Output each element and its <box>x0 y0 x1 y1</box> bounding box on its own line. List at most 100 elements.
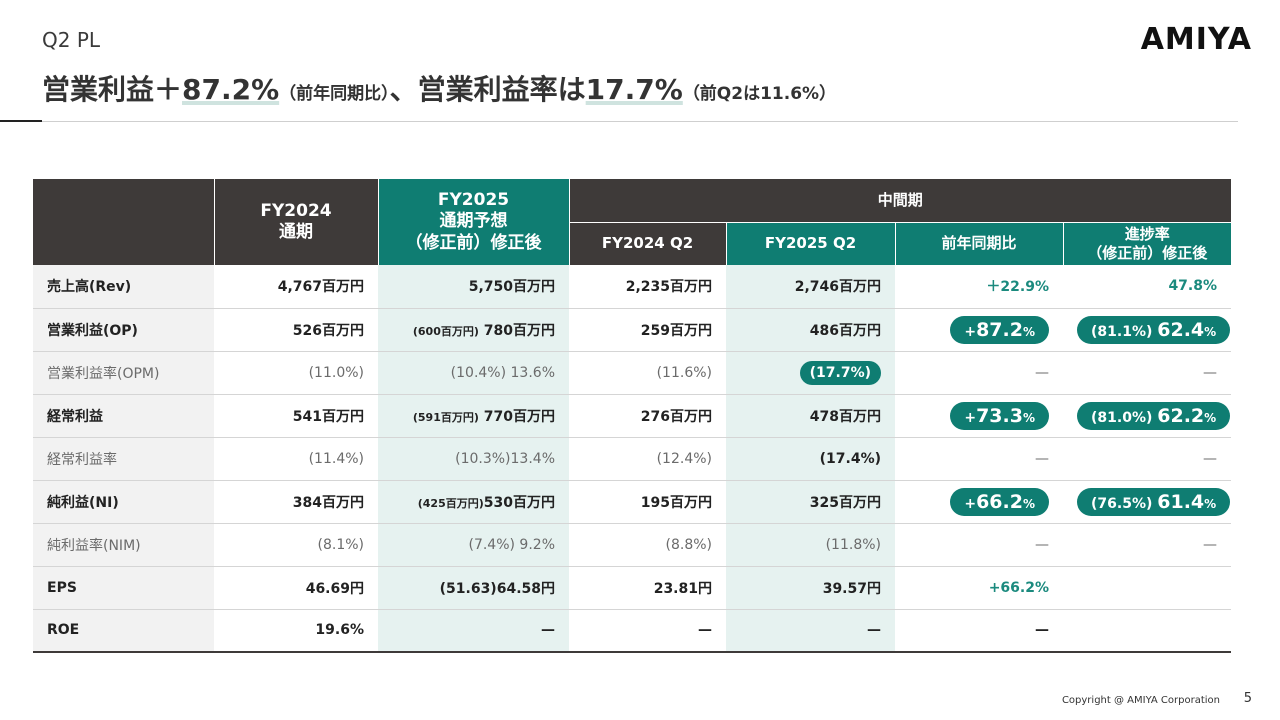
table-row-ordinary-rate: 経常利益率 (11.4%) (10.3%)13.4% (12.4%) (17.4… <box>33 437 1232 481</box>
cell-fy2024-q2: 195百万円 <box>569 480 726 524</box>
cell-fy2024-q2: (8.8%) <box>569 523 726 567</box>
title-rule <box>42 121 1238 122</box>
cell-fy2025: 5,750百万円 <box>378 265 569 309</box>
cell-fy2025-q2: 2,746百万円 <box>726 265 895 309</box>
table-row-ni: 純利益(NI) 384百万円 (425百万円)530百万円 195百万円 325… <box>33 480 1232 524</box>
header-corner <box>33 179 215 265</box>
cell-fy2024: 46.69円 <box>214 566 378 610</box>
fy2025-after-value: 770百万円 <box>483 408 555 425</box>
headline-opm: 17.7% <box>585 73 683 106</box>
cell-progress: — <box>1063 523 1232 567</box>
fy2025-before-value: (600百万円) <box>412 324 479 338</box>
table-row-revenue: 売上高(Rev) 4,767百万円 5,750百万円 2,235百万円 2,74… <box>33 265 1232 309</box>
cell-progress: (81.0%) 62.2% <box>1063 394 1232 438</box>
cell-progress: — <box>1063 437 1232 481</box>
fy2025-after-value: 530百万円 <box>483 494 555 511</box>
yoy-highlight-badge: +87.2% <box>950 315 1049 344</box>
header-fy2024-q2: FY2024 Q2 <box>569 222 727 265</box>
cell-yoy: ＋22.9% <box>895 265 1063 309</box>
title-rule-accent <box>0 120 42 122</box>
cell-progress: — <box>1063 351 1232 395</box>
row-label: 営業利益率(OPM) <box>33 351 214 395</box>
cell-fy2025: (51.63)64.58円 <box>378 566 569 610</box>
header-interim: 中間期 <box>569 179 1232 223</box>
table-row-op: 営業利益(OP) 526百万円 (600百万円) 780百万円 259百万円 4… <box>33 308 1232 352</box>
table-row-nim: 純利益率(NIM) (8.1%) (7.4%) 9.2% (8.8%) (11.… <box>33 523 1232 567</box>
cell-progress: (76.5%) 61.4% <box>1063 480 1232 524</box>
cell-fy2025-q2: 478百万円 <box>726 394 895 438</box>
cell-progress: 47.8% <box>1063 265 1232 309</box>
cell-yoy: — <box>895 523 1063 567</box>
cell-fy2025-q2: — <box>726 609 895 653</box>
cell-yoy: — <box>895 609 1063 653</box>
cell-progress <box>1063 566 1232 610</box>
header-fy2025-q2: FY2025 Q2 <box>726 222 896 265</box>
fy2025-after-value: 780百万円 <box>483 322 555 339</box>
copyright-notice: Copyright @ AMIYA Corporation <box>1061 695 1220 706</box>
cell-fy2025: (591百万円) 770百万円 <box>378 394 569 438</box>
progress-highlight-badge: (76.5%) 61.4% <box>1077 487 1231 516</box>
row-label: EPS <box>33 566 214 610</box>
company-logo: AMIYA <box>1140 22 1252 57</box>
section-label: Q2 PL <box>42 28 101 52</box>
header-fy2025: FY2025 通期予想 （修正前）修正後 <box>378 179 570 265</box>
cell-yoy: — <box>895 437 1063 481</box>
cell-fy2024: 541百万円 <box>214 394 378 438</box>
progress-highlight-badge: (81.0%) 62.2% <box>1077 401 1231 430</box>
page-headline: 営業利益＋87.2%（前年同期比）、営業利益率は17.7%（前Q2は11.6%） <box>42 68 836 108</box>
row-label: ROE <box>33 609 214 653</box>
cell-fy2024: 4,767百万円 <box>214 265 378 309</box>
cell-progress <box>1063 609 1232 653</box>
row-label: 経常利益率 <box>33 437 214 481</box>
fy2025-before-value: (591百万円) <box>412 410 479 424</box>
header-yoy: 前年同期比 <box>895 222 1064 265</box>
cell-fy2025: (600百万円) 780百万円 <box>378 308 569 352</box>
cell-yoy: +66.2% <box>895 566 1063 610</box>
yoy-highlight-badge: +73.3% <box>950 401 1049 430</box>
header-fy2024: FY2024 通期 <box>214 179 379 265</box>
row-label: 営業利益(OP) <box>33 308 214 352</box>
cell-fy2024-q2: — <box>569 609 726 653</box>
cell-progress: (81.1%) 62.4% <box>1063 308 1232 352</box>
cell-yoy: +87.2% <box>895 308 1063 352</box>
cell-fy2024: 526百万円 <box>214 308 378 352</box>
cell-fy2025: (7.4%) 9.2% <box>378 523 569 567</box>
cell-yoy: +66.2% <box>895 480 1063 524</box>
row-label: 純利益(NI) <box>33 480 214 524</box>
headline-yoy-note: （前年同期比） <box>279 84 390 104</box>
yoy-highlight-badge: +66.2% <box>950 487 1049 516</box>
table-row-opm: 営業利益率(OPM) (11.0%) (10.4%) 13.6% (11.6%)… <box>33 351 1232 395</box>
cell-fy2024: (11.4%) <box>214 437 378 481</box>
headline-part-1: 営業利益＋ <box>42 73 183 106</box>
fy2025-before-value: (425百万円) <box>417 496 484 510</box>
cell-fy2024-q2: 259百万円 <box>569 308 726 352</box>
cell-fy2024-q2: 276百万円 <box>569 394 726 438</box>
cell-fy2024-q2: 2,235百万円 <box>569 265 726 309</box>
cell-fy2025-q2: (17.4%) <box>726 437 895 481</box>
page-number: 5 <box>1243 691 1252 706</box>
headline-part-2: 、営業利益率は <box>389 73 586 106</box>
cell-fy2025: (425百万円)530百万円 <box>378 480 569 524</box>
cell-yoy: — <box>895 351 1063 395</box>
row-label: 経常利益 <box>33 394 214 438</box>
table-row-eps: EPS 46.69円 (51.63)64.58円 23.81円 39.57円 +… <box>33 566 1232 610</box>
cell-fy2024-q2: 23.81円 <box>569 566 726 610</box>
headline-prev-note: （前Q2は11.6%） <box>682 84 837 104</box>
cell-fy2024-q2: (12.4%) <box>569 437 726 481</box>
cell-fy2024: 384百万円 <box>214 480 378 524</box>
cell-fy2025: (10.3%)13.4% <box>378 437 569 481</box>
cell-fy2025-q2: (11.8%) <box>726 523 895 567</box>
cell-fy2024-q2: (11.6%) <box>569 351 726 395</box>
progress-highlight-badge: (81.1%) 62.4% <box>1077 315 1231 344</box>
header-progress: 進捗率 （修正前）修正後 <box>1063 222 1232 265</box>
cell-fy2024: 19.6% <box>214 609 378 653</box>
cell-fy2025-q2: 325百万円 <box>726 480 895 524</box>
table-row-ordinary: 経常利益 541百万円 (591百万円) 770百万円 276百万円 478百万… <box>33 394 1232 438</box>
opm-highlight-badge: (17.7%) <box>799 360 881 385</box>
cell-yoy: +73.3% <box>895 394 1063 438</box>
cell-fy2025: (10.4%) 13.6% <box>378 351 569 395</box>
pl-table: FY2024 通期 FY2025 通期予想 （修正前）修正後 中間期 FY2024 Q… <box>33 179 1232 653</box>
cell-fy2025-q2: 39.57円 <box>726 566 895 610</box>
table-row-roe: ROE 19.6% — — — — <box>33 609 1232 653</box>
cell-fy2025-q2: (17.7%) <box>726 351 895 395</box>
